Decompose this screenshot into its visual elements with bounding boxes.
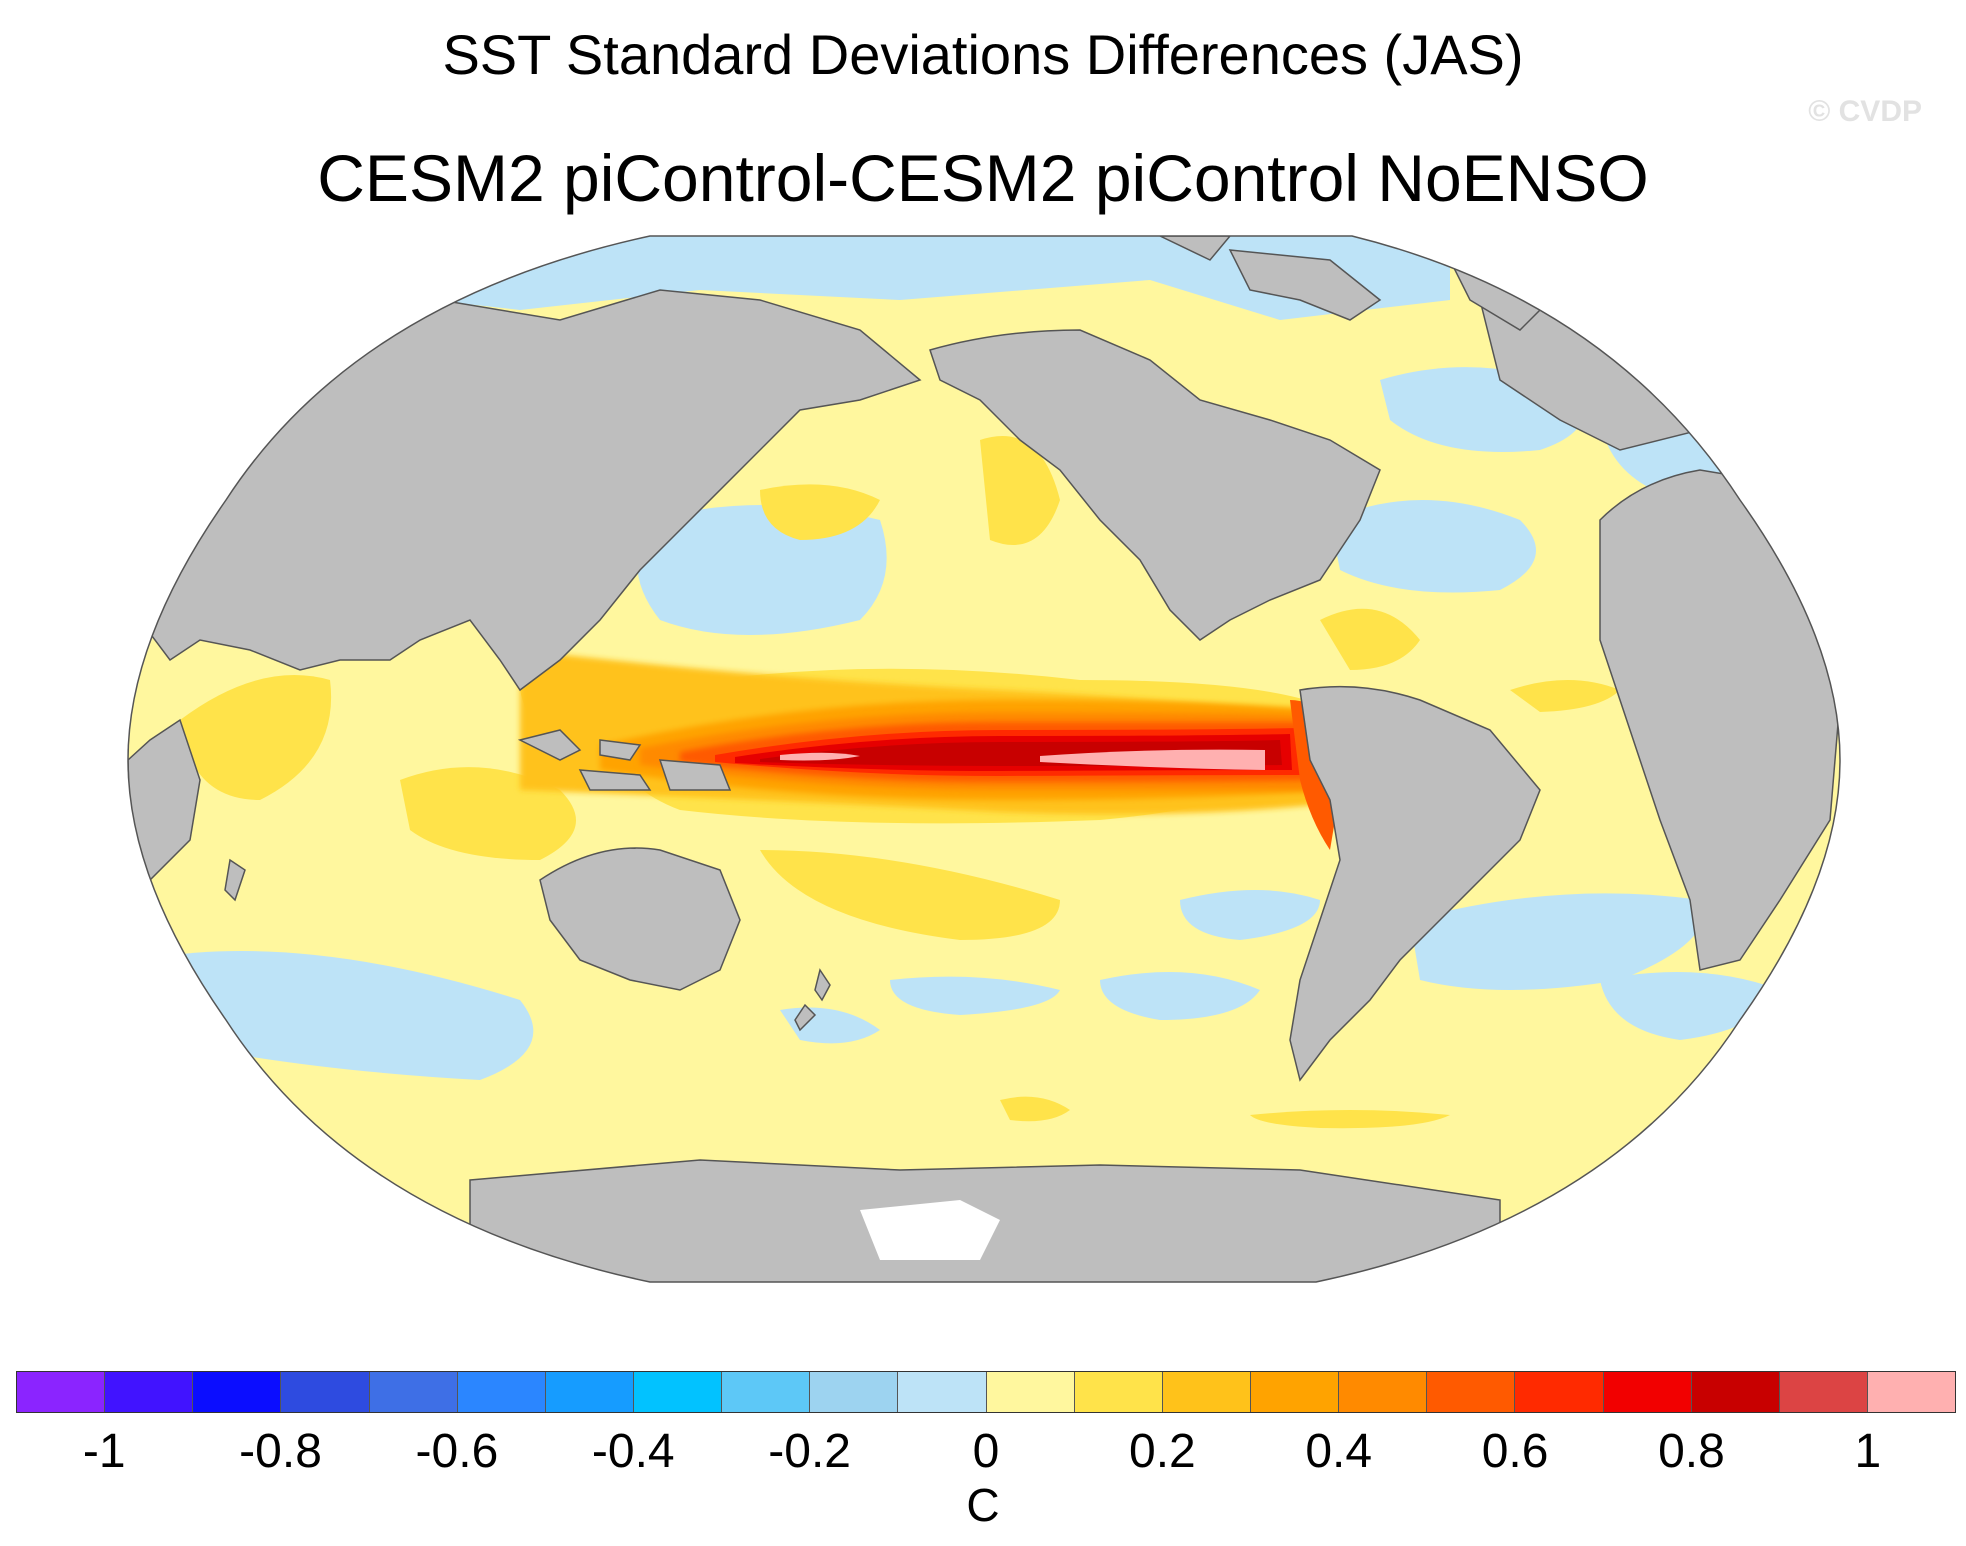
land-masses [128,236,1840,1282]
colorbar-tick-label: 0 [972,1425,1000,1478]
colorbar-tick-label: -0.2 [768,1425,851,1478]
colorbar-cell [1603,1372,1692,1412]
colorbar-cell [1867,1372,1956,1412]
map-border [127,235,1841,1283]
colorbar-tick-label: -0.8 [239,1425,322,1478]
colorbar-tick-label: 1 [1854,1425,1882,1478]
colorbar-cell [17,1372,106,1412]
colorbar [16,1371,1956,1413]
colorbar-cell [722,1372,811,1412]
colorbar-cell [105,1372,194,1412]
colorbar-tick-label: -1 [82,1425,126,1478]
colorbar-tick-label: -0.6 [415,1425,499,1478]
colorbar-unit-label: C [966,1479,1000,1531]
chart-subtitle: CESM2 piControl-CESM2 piControl NoENSO [317,141,1649,215]
colorbar-cell [633,1372,723,1412]
colorbar-cell [457,1372,546,1412]
colorbar-cell [810,1372,899,1412]
colorbar-cell [1779,1372,1868,1412]
equatorial-pacific-band [520,650,1360,850]
colorbar-tick-label: 0.6 [1481,1425,1549,1478]
colorbar-tick-label: 0.2 [1128,1425,1196,1478]
colorbar-cell [898,1372,987,1412]
colorbar-cell [1427,1372,1516,1412]
chart-title: SST Standard Deviations Differences (JAS… [442,23,1524,86]
sea-ice [860,1200,1000,1260]
colorbar-cell [1339,1372,1428,1412]
colorbar-tick-label: 0.8 [1658,1425,1725,1478]
colorbar-cell [281,1372,370,1412]
colorbar-cell [986,1372,1075,1412]
colorbar-cell [545,1372,634,1412]
colorbar-cell [1691,1372,1780,1412]
colorbar-tick-label: 0.4 [1305,1425,1373,1478]
colorbar-tick-label: -0.4 [591,1425,675,1478]
colorbar-cell [193,1372,282,1412]
cvdp-watermark: © CVDP [1808,95,1922,128]
colorbar-cell [1074,1372,1163,1412]
colorbar-cell [1250,1372,1340,1412]
colorbar-cell [369,1372,458,1412]
colorbar-cell [1515,1372,1604,1412]
colorbar-cell [1162,1372,1251,1412]
